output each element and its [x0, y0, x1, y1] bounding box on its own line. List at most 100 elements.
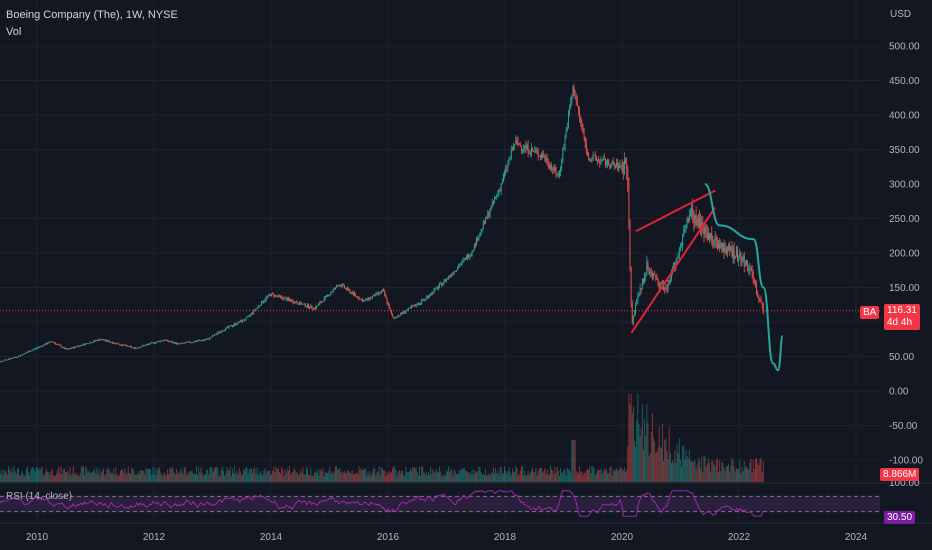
- candle-body: [382, 289, 383, 292]
- candle-body: [320, 302, 322, 304]
- volume-bar: [625, 471, 626, 482]
- volume-bar: [538, 468, 540, 482]
- candle-body: [496, 194, 498, 197]
- candle-body: [307, 304, 308, 307]
- volume-bar: [743, 461, 745, 482]
- candle-body: [258, 305, 260, 307]
- volume-bar: [439, 466, 441, 482]
- volume-bar: [704, 456, 706, 482]
- volume-bar: [535, 468, 537, 482]
- candle-body: [158, 341, 159, 342]
- volume-bar: [328, 470, 330, 482]
- volume-bar: [238, 467, 240, 482]
- candle-body: [458, 265, 460, 269]
- candle-body: [761, 302, 763, 306]
- volume-bar: [38, 470, 40, 482]
- volume-bar: [220, 469, 222, 482]
- volume-bar: [527, 470, 529, 482]
- volume-bar: [645, 435, 647, 482]
- candles: [0, 83, 764, 363]
- candle-body: [527, 144, 529, 153]
- volume-bar: [141, 469, 143, 482]
- candle-body: [650, 272, 652, 273]
- candle-body: [27, 352, 28, 353]
- candle-body: [55, 343, 56, 345]
- candle-body: [687, 218, 689, 222]
- volume-bar: [370, 475, 372, 482]
- candle-body: [9, 358, 10, 360]
- candle-body: [707, 234, 709, 240]
- candle-body: [287, 297, 289, 300]
- volume-bar: [443, 473, 445, 482]
- candle-body: [669, 277, 671, 282]
- volume-bar: [589, 466, 591, 482]
- candle-body: [601, 159, 603, 161]
- candle-body: [43, 344, 45, 346]
- volume-bar: [330, 473, 332, 482]
- candle-body: [367, 297, 369, 300]
- volume-bar: [452, 475, 454, 482]
- candle-body: [87, 343, 89, 345]
- candle-body: [532, 147, 534, 151]
- candle-body: [267, 294, 269, 297]
- candle-body: [499, 189, 501, 191]
- candle-body: [620, 165, 622, 167]
- volume-bar: [246, 467, 248, 482]
- volume-bar: [485, 468, 486, 482]
- volume-bar: [208, 474, 210, 482]
- volume-bar: [298, 475, 299, 482]
- volume-bar: [496, 472, 498, 482]
- volume-bar: [591, 466, 593, 482]
- candle-body: [582, 127, 584, 134]
- candle-body: [724, 248, 726, 253]
- volume-bar: [324, 472, 326, 482]
- volume-bar: [630, 394, 632, 482]
- candle-body: [202, 339, 204, 341]
- candle-body: [199, 340, 201, 342]
- volume-bar: [561, 473, 563, 482]
- volume-bar: [257, 475, 259, 482]
- volume-bar: [741, 467, 743, 482]
- volume-bar: [267, 470, 269, 482]
- candle-body: [567, 113, 569, 128]
- candle-body: [106, 339, 108, 342]
- candle-body: [221, 330, 223, 332]
- candle-body: [629, 223, 631, 267]
- volume-bar: [0, 473, 2, 482]
- candle-body: [411, 306, 413, 308]
- volume-bar: [654, 441, 656, 482]
- volume-bar: [457, 474, 458, 482]
- volume-bar: [145, 468, 147, 482]
- volume-bar: [445, 469, 447, 482]
- volume-bar: [401, 470, 402, 482]
- volume-bar: [664, 440, 666, 482]
- candle-body: [71, 347, 73, 349]
- candle-body: [640, 287, 642, 290]
- candle-body: [313, 307, 315, 309]
- volume-bar: [193, 473, 195, 482]
- volume-bar: [343, 470, 345, 482]
- volume-bar: [523, 475, 525, 482]
- volume-bar: [43, 475, 45, 482]
- candle-body: [159, 341, 161, 342]
- volume-bar: [252, 473, 254, 482]
- volume-bar: [461, 468, 463, 482]
- candle-body: [215, 334, 217, 336]
- candle-body: [533, 150, 535, 152]
- volume-bar: [355, 474, 357, 482]
- volume-bar: [656, 452, 658, 482]
- candle-body: [565, 130, 567, 137]
- candle-body: [47, 343, 49, 345]
- volume-bar: [425, 471, 427, 482]
- candle-body: [481, 229, 483, 230]
- candle-body: [526, 144, 528, 149]
- volume-bar: [293, 468, 295, 482]
- volume-bar: [638, 424, 640, 482]
- price-tick-label: 500.00: [889, 42, 920, 53]
- candle-body: [343, 285, 345, 289]
- candle-body: [298, 303, 299, 305]
- volume-bar: [24, 474, 26, 482]
- volume-bar: [419, 466, 420, 482]
- candle-body: [266, 296, 268, 298]
